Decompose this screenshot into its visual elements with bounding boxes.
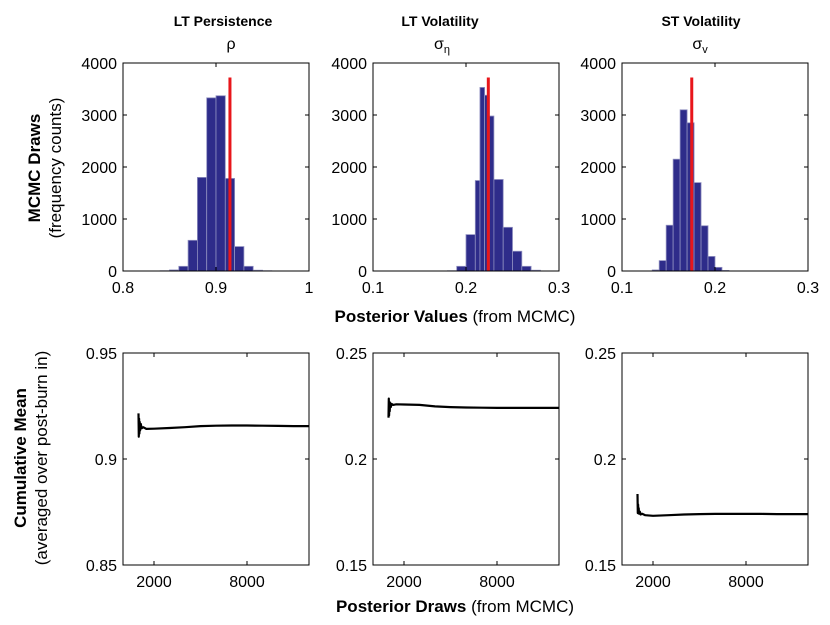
y-tick-label: 1000 <box>331 212 367 229</box>
histogram-bar <box>243 265 254 272</box>
y-tick-label: 2000 <box>81 160 117 177</box>
histogram-bar <box>707 256 716 272</box>
y-tick-label: 0.2 <box>594 452 616 469</box>
y-tick-label: 0.15 <box>585 558 616 575</box>
y-tick-label: 0.25 <box>336 346 367 363</box>
histogram-sigma-eta: 0 1000 2000 3000 4000 0.1 0.2 0.3 <box>331 56 570 297</box>
top-ylabel-sub: (frequency counts) <box>46 98 65 239</box>
histogram-bar <box>215 95 226 272</box>
histogram-bar <box>512 250 523 272</box>
histogram-rho: 0 1000 2000 3000 4000 0.8 0.9 1 <box>81 56 313 297</box>
x-tick-label: 0.1 <box>362 280 384 297</box>
y-tick-label: 0.15 <box>336 558 367 575</box>
x-tick-label: 1 <box>305 280 314 297</box>
symbol-panel-3: σv <box>692 36 708 56</box>
y-tick-label: 0.25 <box>585 346 616 363</box>
y-tick-label: 2000 <box>331 160 367 177</box>
y-tick-label: 0.2 <box>345 452 367 469</box>
histogram-bar <box>178 265 189 272</box>
y-tick-label: 3000 <box>81 108 117 125</box>
y-tick-label: 2000 <box>580 160 616 177</box>
y-tick-label: 0 <box>607 264 616 281</box>
histogram-bar <box>714 266 723 272</box>
cumulative-mean-sigma-eta: 0.15 0.2 0.25 2000 8000 <box>336 346 560 591</box>
y-tick-label: 4000 <box>331 56 367 73</box>
y-tick-label: 0.95 <box>86 346 117 363</box>
histogram-bar <box>187 239 198 272</box>
x-tick-label: 8000 <box>229 574 265 591</box>
x-tick-label: 0.9 <box>205 280 227 297</box>
histogram-bar <box>665 224 674 272</box>
histogram-bar <box>521 265 532 272</box>
histogram-bar <box>672 158 681 272</box>
x-tick-label: 2000 <box>386 574 422 591</box>
y-tick-label: 3000 <box>331 108 367 125</box>
cumulative-mean-line <box>137 413 309 438</box>
histogram-bar <box>693 182 702 272</box>
top-xlabel: Posterior Values (from MCMC) <box>335 307 576 326</box>
histogram-sigma-v: 0 1000 2000 3000 4000 0.1 0.2 0.3 <box>580 56 819 297</box>
y-tick-label: 1000 <box>580 212 616 229</box>
y-tick-label: 4000 <box>81 56 117 73</box>
histogram-bar <box>456 265 467 272</box>
histogram-bar <box>493 179 504 272</box>
axes-box <box>621 62 809 272</box>
y-tick-label: 4000 <box>580 56 616 73</box>
histogram-bar <box>206 97 217 272</box>
bottom-ylabel-sub: (averaged over post-burn in) <box>32 351 51 566</box>
axes-box <box>621 352 809 566</box>
x-tick-label: 0.3 <box>548 280 570 297</box>
x-tick-label: 0.1 <box>611 280 633 297</box>
x-tick-label: 0.3 <box>797 280 819 297</box>
y-tick-label: 0 <box>358 264 367 281</box>
x-tick-label: 0.2 <box>455 280 477 297</box>
axes-box <box>122 352 310 566</box>
y-tick-label: 0.9 <box>95 452 117 469</box>
cumulative-mean-sigma-v: 0.15 0.2 0.25 2000 8000 <box>585 346 809 591</box>
x-tick-label: 0.2 <box>704 280 726 297</box>
y-tick-label: 3000 <box>580 108 616 125</box>
symbol-panel-1: ρ <box>226 36 235 53</box>
cumulative-mean-line <box>636 493 808 517</box>
histogram-bar <box>658 260 667 272</box>
x-tick-label: 8000 <box>728 574 764 591</box>
histogram-bar <box>502 226 513 272</box>
histogram-bar <box>465 234 476 272</box>
top-ylabel-bold: MCMC Draws <box>25 114 44 223</box>
histogram-bar <box>488 115 495 272</box>
x-tick-label: 2000 <box>136 574 172 591</box>
histogram-bar <box>474 180 481 272</box>
title-panel-1: LT Persistence <box>174 13 273 29</box>
x-tick-label: 8000 <box>479 574 515 591</box>
title-panel-3: ST Volatility <box>661 13 740 29</box>
bottom-ylabel-bold: Cumulative Mean <box>11 388 30 528</box>
y-tick-label: 1000 <box>81 212 117 229</box>
cumulative-mean-line <box>387 397 559 418</box>
y-tick-label: 0.85 <box>86 558 117 575</box>
bottom-xlabel: Posterior Draws (from MCMC) <box>336 597 574 616</box>
histogram-bar <box>679 109 688 272</box>
histogram-bar <box>196 176 208 272</box>
axes-box <box>372 352 560 566</box>
x-tick-label: 2000 <box>635 574 671 591</box>
histogram-bar <box>479 87 486 272</box>
cumulative-mean-rho: 0.85 0.9 0.95 2000 8000 <box>86 346 310 591</box>
y-tick-label: 0 <box>108 264 117 281</box>
histogram-bar <box>700 225 709 272</box>
histogram-bar <box>234 246 245 272</box>
symbol-panel-2: ση <box>434 36 450 56</box>
title-panel-2: LT Volatility <box>401 13 478 29</box>
x-tick-label: 0.8 <box>112 280 134 297</box>
